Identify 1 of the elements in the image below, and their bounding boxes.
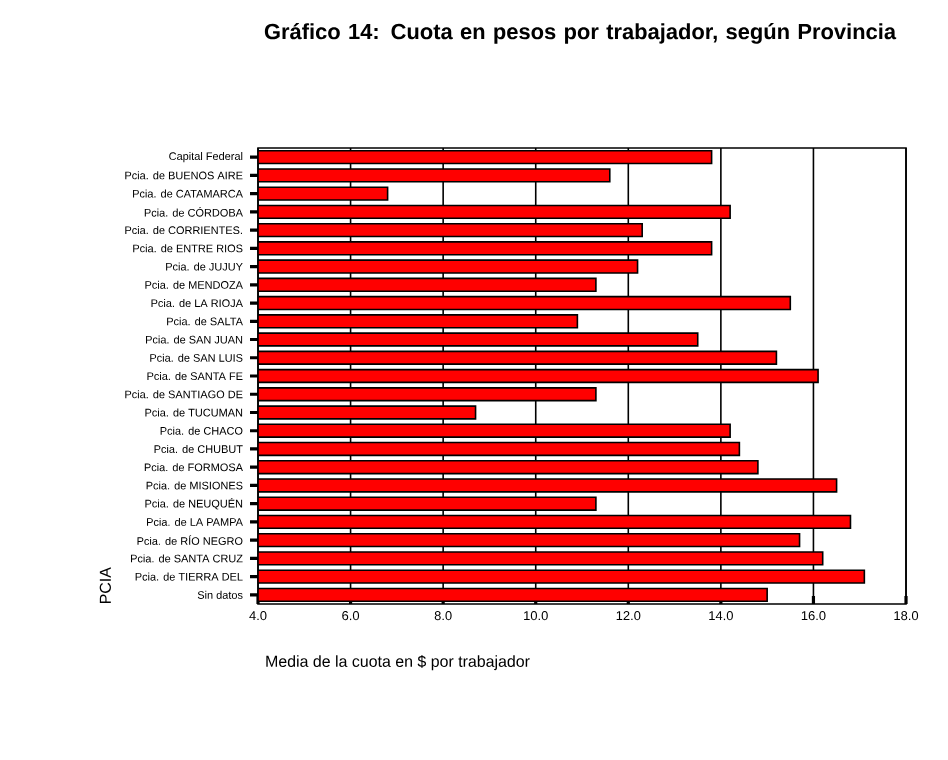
chart-title: Gráfico 14: Cuota en pesos por trabajador, según Provincia <box>264 23 897 44</box>
